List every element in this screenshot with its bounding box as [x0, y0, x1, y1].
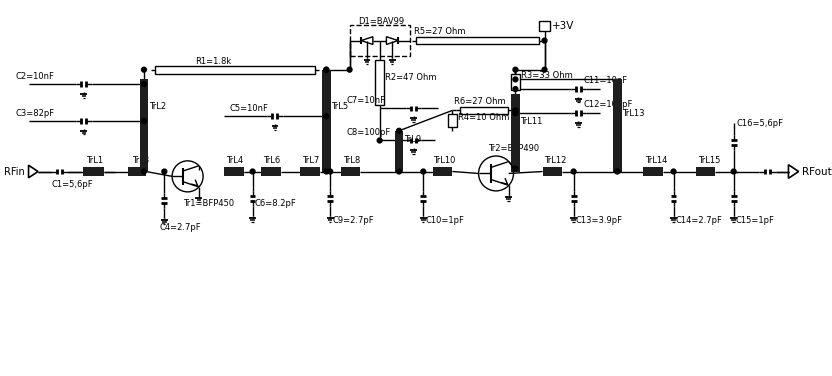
- Text: TrL3: TrL3: [132, 156, 150, 165]
- Circle shape: [328, 169, 333, 174]
- Text: TrL2: TrL2: [149, 102, 166, 111]
- Text: TrL14: TrL14: [646, 156, 668, 165]
- Circle shape: [513, 77, 518, 82]
- Text: C16=5,6pF: C16=5,6pF: [736, 118, 784, 127]
- Bar: [538, 21, 550, 31]
- Bar: [375, 60, 384, 105]
- Text: C8=100pF: C8=100pF: [347, 128, 391, 137]
- Circle shape: [141, 82, 146, 86]
- Bar: [415, 37, 538, 44]
- Bar: [322, 70, 330, 171]
- Circle shape: [671, 169, 676, 174]
- Text: TrL12: TrL12: [544, 156, 567, 165]
- Text: R2=47 Ohm: R2=47 Ohm: [385, 73, 437, 82]
- Circle shape: [421, 169, 426, 174]
- Text: C7=10nF: C7=10nF: [347, 96, 386, 105]
- Circle shape: [141, 169, 146, 174]
- Circle shape: [731, 169, 736, 174]
- Bar: [341, 167, 360, 176]
- Text: C14=2.7pF: C14=2.7pF: [676, 215, 722, 224]
- Circle shape: [513, 111, 518, 116]
- Bar: [349, 25, 409, 56]
- Text: R5=27 Ohm: R5=27 Ohm: [414, 27, 465, 36]
- Text: R3=33 Ohm: R3=33 Ohm: [521, 71, 573, 80]
- Bar: [511, 94, 520, 171]
- Circle shape: [141, 119, 146, 123]
- Text: R6=27 Ohm: R6=27 Ohm: [454, 97, 506, 106]
- Text: Tr1=BFP450: Tr1=BFP450: [183, 199, 234, 208]
- Text: TrL1: TrL1: [86, 156, 103, 165]
- Text: R1=1.8k: R1=1.8k: [196, 58, 231, 67]
- Circle shape: [542, 67, 547, 72]
- Text: C12=100pF: C12=100pF: [583, 100, 632, 109]
- Circle shape: [572, 169, 576, 174]
- Text: +3V: +3V: [552, 21, 575, 31]
- Text: C11=10nF: C11=10nF: [583, 76, 627, 85]
- Circle shape: [615, 169, 620, 174]
- Bar: [511, 74, 520, 90]
- Circle shape: [324, 67, 329, 72]
- Text: C1=5,6pF: C1=5,6pF: [52, 180, 93, 189]
- Text: Tr2=BFP490: Tr2=BFP490: [488, 144, 539, 153]
- Bar: [155, 66, 315, 74]
- Text: TrL15: TrL15: [698, 156, 721, 165]
- Text: C9=2.7pF: C9=2.7pF: [332, 215, 374, 224]
- Text: TrL9: TrL9: [404, 135, 421, 144]
- Circle shape: [513, 108, 518, 113]
- Text: C4=2.7pF: C4=2.7pF: [160, 223, 201, 232]
- Text: C5=10nF: C5=10nF: [230, 104, 268, 113]
- Text: D1=BAV99: D1=BAV99: [359, 17, 404, 26]
- Circle shape: [250, 169, 255, 174]
- Bar: [696, 167, 716, 176]
- Bar: [448, 114, 457, 127]
- Text: TrL6: TrL6: [263, 156, 280, 165]
- Circle shape: [162, 169, 166, 174]
- Circle shape: [324, 114, 329, 119]
- Text: TrL7: TrL7: [302, 156, 319, 165]
- Text: TrL4: TrL4: [226, 156, 244, 165]
- Bar: [300, 167, 319, 176]
- Circle shape: [513, 67, 518, 72]
- Text: C6=8.2pF: C6=8.2pF: [255, 199, 296, 208]
- Circle shape: [397, 169, 402, 174]
- Text: TrL8: TrL8: [343, 156, 360, 165]
- Text: TrL11: TrL11: [520, 117, 542, 126]
- Circle shape: [513, 86, 518, 91]
- Circle shape: [347, 67, 352, 72]
- Bar: [394, 131, 404, 171]
- Bar: [643, 167, 663, 176]
- Bar: [83, 167, 104, 176]
- Bar: [128, 167, 146, 176]
- Circle shape: [377, 138, 382, 143]
- Text: RFin: RFin: [4, 167, 25, 176]
- Bar: [542, 167, 562, 176]
- Text: C13=3.9pF: C13=3.9pF: [576, 215, 622, 224]
- Circle shape: [513, 166, 518, 171]
- Text: R4=10 Ohm: R4=10 Ohm: [458, 113, 509, 122]
- Text: RFout: RFout: [801, 167, 831, 176]
- Text: C10=1pF: C10=1pF: [425, 215, 464, 224]
- Bar: [613, 79, 622, 171]
- Text: C15=1pF: C15=1pF: [735, 215, 775, 224]
- Text: TrL5: TrL5: [331, 102, 349, 111]
- Circle shape: [324, 67, 329, 72]
- Bar: [433, 167, 453, 176]
- Bar: [460, 106, 508, 114]
- Text: TrL13: TrL13: [622, 109, 645, 118]
- Circle shape: [542, 38, 547, 43]
- Text: TrL10: TrL10: [433, 156, 455, 165]
- Bar: [261, 167, 280, 176]
- Circle shape: [324, 169, 329, 174]
- Text: C3=82pF: C3=82pF: [16, 109, 55, 118]
- Circle shape: [397, 128, 402, 133]
- Text: C2=10nF: C2=10nF: [16, 72, 55, 81]
- Bar: [140, 79, 148, 171]
- Circle shape: [141, 67, 146, 72]
- Bar: [225, 167, 244, 176]
